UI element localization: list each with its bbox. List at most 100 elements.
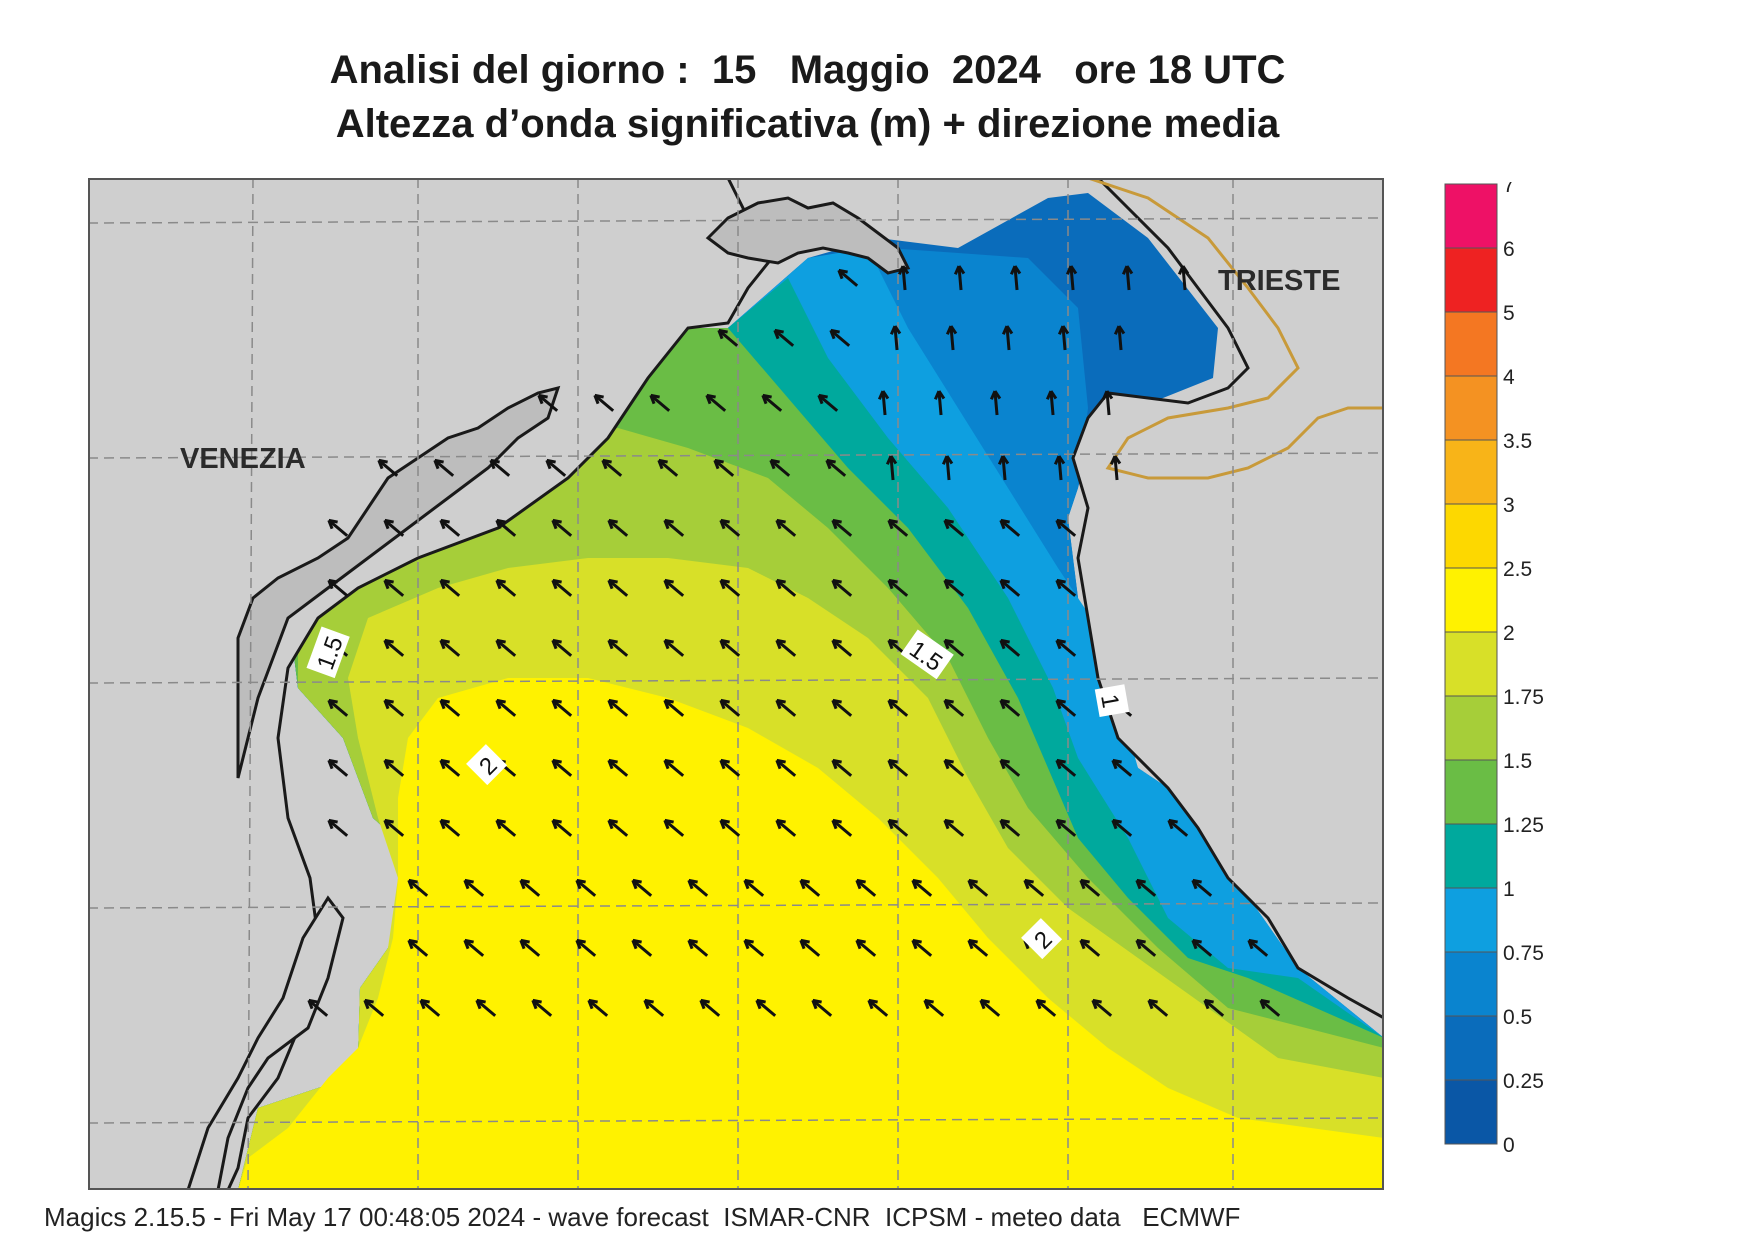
legend-label: 1.75 <box>1503 686 1544 709</box>
wave-arrow-head <box>755 998 766 1010</box>
wave-arrow <box>649 394 671 412</box>
wave-arrow <box>575 879 597 897</box>
wave-arrow-head <box>601 458 612 470</box>
wave-arrow-head <box>1191 938 1202 950</box>
wave-arrow-head <box>719 758 730 770</box>
wave-arrow <box>999 579 1021 597</box>
legend-label: 2.5 <box>1503 558 1532 581</box>
wave-arrow-head <box>705 393 716 405</box>
wave-arrow <box>1117 325 1123 351</box>
wave-arrow-head <box>363 998 374 1010</box>
wave-arrow-head <box>713 458 724 470</box>
wave-arrow <box>855 939 877 957</box>
wave-arrow-head <box>1023 878 1034 890</box>
wave-arrow-head <box>817 393 828 405</box>
wave-arrow-head <box>551 578 562 590</box>
wave-arrow <box>439 579 461 597</box>
wave-arrow-head <box>383 698 394 710</box>
wave-arrow <box>713 459 735 477</box>
wave-arrow <box>1147 999 1169 1017</box>
wave-arrow <box>717 329 739 347</box>
wave-arrow <box>1125 265 1131 291</box>
wave-arrow <box>419 999 441 1017</box>
wave-arrow <box>495 579 517 597</box>
wave-arrow-head <box>663 578 674 590</box>
wave-arrow-head <box>1101 390 1114 400</box>
wave-arrow-head <box>743 878 754 890</box>
wave-arrow-head <box>887 758 898 770</box>
wave-arrow <box>363 999 385 1017</box>
wave-arrow <box>1079 879 1101 897</box>
land-west <box>88 178 791 1190</box>
wave-arrow-head <box>829 328 840 340</box>
wave-arrow-head <box>945 325 958 335</box>
wave-arrow <box>1069 265 1075 291</box>
wave-arrow <box>1113 455 1119 481</box>
legend-label: 3 <box>1503 494 1515 517</box>
wave-arrow <box>407 879 429 897</box>
wave-arrow-head <box>1009 265 1022 275</box>
map-title: Analisi del giorno : 15 Maggio 2024 ore … <box>329 48 1286 92</box>
wave-arrow-head <box>855 938 866 950</box>
legend-swatch <box>1444 951 1498 1017</box>
wave-arrow <box>1135 939 1157 957</box>
wave-arrow <box>775 759 797 777</box>
wave-arrow <box>531 999 553 1017</box>
wave-arrow <box>657 459 679 477</box>
wave-arrow-head <box>943 578 954 590</box>
wave-arrow-head <box>877 390 890 400</box>
legend-swatch <box>1444 1079 1498 1145</box>
wave-arrow <box>1181 265 1187 291</box>
wave-arrow <box>607 639 629 657</box>
wave-arrow <box>1055 759 1077 777</box>
wave-arrow-head <box>551 818 562 830</box>
wave-arrow <box>887 579 909 597</box>
legend-label: 6 <box>1503 238 1515 261</box>
wave-arrow-head <box>551 638 562 650</box>
legend-label: 4 <box>1503 366 1515 389</box>
wave-arrow <box>831 699 853 717</box>
legend-label: 0 <box>1503 1134 1515 1152</box>
wave-arrow-head <box>1065 265 1078 275</box>
wave-arrow <box>439 819 461 837</box>
wave-arrow <box>537 394 559 412</box>
wave-arrow-head <box>327 818 338 830</box>
wave-arrow-head <box>831 518 842 530</box>
wave-arrow-head <box>551 758 562 770</box>
wave-arrow-head <box>831 758 842 770</box>
wave-arrow <box>993 390 999 416</box>
wave-arrow-head <box>999 818 1010 830</box>
wave-arrow-head <box>1247 938 1258 950</box>
wave-arrow-head <box>519 878 530 890</box>
wave-arrow <box>831 639 853 657</box>
wave-arrow <box>945 455 951 481</box>
wave-arrow-head <box>1079 878 1090 890</box>
legend-swatch <box>1444 247 1498 313</box>
wave-arrow <box>699 999 721 1017</box>
wave-arrow <box>943 519 965 537</box>
wave-arrow-head <box>687 878 698 890</box>
legend-swatch <box>1444 887 1498 953</box>
contour-label: 1 <box>1095 692 1124 710</box>
wave-arrow-head <box>575 938 586 950</box>
wave-arrow-head <box>1121 265 1134 275</box>
wave-arrow-head <box>979 998 990 1010</box>
wave-arrow <box>327 759 349 777</box>
wave-arrow-head <box>519 938 530 950</box>
wave-arrow-head <box>933 390 946 400</box>
wave-arrow <box>631 939 653 957</box>
wave-arrow-head <box>607 698 618 710</box>
wave-arrow <box>1013 265 1019 291</box>
wave-arrow-head <box>1259 998 1270 1010</box>
wave-arrow-head <box>327 758 338 770</box>
wave-arrow <box>687 879 709 897</box>
wave-arrow-head <box>911 938 922 950</box>
wave-arrow-head <box>1055 518 1066 530</box>
wave-arrow <box>799 939 821 957</box>
wave-arrow <box>439 639 461 657</box>
wave-arrow <box>1061 325 1067 351</box>
wave-arrow <box>999 759 1021 777</box>
wave-arrow-head <box>967 878 978 890</box>
wave-arrow <box>719 819 741 837</box>
wave-arrow <box>377 459 399 477</box>
